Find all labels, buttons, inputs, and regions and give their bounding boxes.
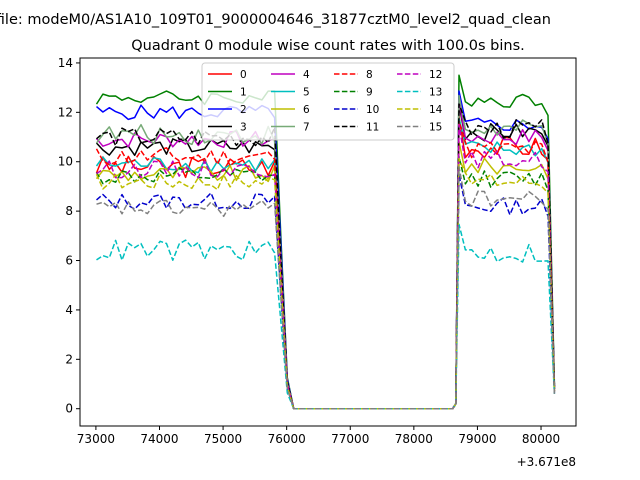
series-line-12	[96, 123, 556, 410]
legend-label-7: 7	[303, 122, 310, 134]
x-tick-label: 74000	[140, 432, 178, 446]
legend-label-9: 9	[366, 87, 373, 99]
series-line-8	[95, 120, 556, 410]
series-line-14	[95, 157, 556, 410]
x-tick-label: 73000	[77, 432, 115, 446]
legend-label-11: 11	[366, 122, 379, 134]
legend-label-3: 3	[240, 122, 247, 134]
series-line-5	[95, 117, 556, 410]
y-tick-label: 6	[65, 254, 73, 268]
y-tick-label: 12	[58, 105, 73, 119]
legend-label-5: 5	[303, 87, 310, 99]
legend-label-6: 6	[303, 104, 310, 116]
x-axis: 73000 74000 75000 76000 77000 78000 79000 80000	[77, 426, 560, 446]
legend-label-4: 4	[303, 69, 310, 81]
x-tick-label: 77000	[331, 432, 369, 446]
series-line-13	[96, 223, 556, 410]
x-axis-offset-label: +3.671e8	[517, 455, 576, 469]
legend-label-15: 15	[429, 122, 442, 134]
legend-label-1: 1	[240, 87, 247, 99]
chart-suptitle: n file: modeM0/AS1A10_109T01_9000004646_…	[0, 12, 551, 28]
x-tick-label: 76000	[268, 432, 306, 446]
y-tick-label: 10	[58, 155, 73, 169]
legend-label-2: 2	[240, 104, 247, 116]
series-line-10	[96, 174, 556, 410]
legend-label-10: 10	[366, 104, 379, 116]
legend-label-8: 8	[366, 69, 373, 81]
legend-label-0: 0	[240, 69, 247, 81]
y-tick-label: 2	[65, 352, 73, 366]
x-tick-label: 78000	[395, 432, 433, 446]
axes-frame	[79, 57, 577, 427]
x-tick-label: 75000	[204, 432, 242, 446]
series-line-9	[95, 155, 556, 410]
legend-label-13: 13	[429, 87, 442, 99]
x-tick-label: 80000	[522, 432, 560, 446]
y-axis: 0 2 4 6 8 10 12 14	[58, 56, 80, 416]
y-tick-label: 4	[65, 303, 73, 317]
legend-label-14: 14	[429, 104, 443, 116]
chart-title: Quadrant 0 module wise count rates with …	[131, 38, 525, 54]
series-line-15	[96, 166, 556, 410]
legend-label-12: 12	[429, 69, 442, 81]
y-tick-label: 0	[65, 402, 73, 416]
series-line-11	[96, 103, 556, 410]
legend-frame	[201, 62, 455, 141]
y-tick-label: 14	[58, 56, 73, 70]
series-line-7	[95, 94, 556, 410]
y-tick-label: 8	[65, 204, 73, 218]
x-tick-label: 79000	[458, 432, 496, 446]
